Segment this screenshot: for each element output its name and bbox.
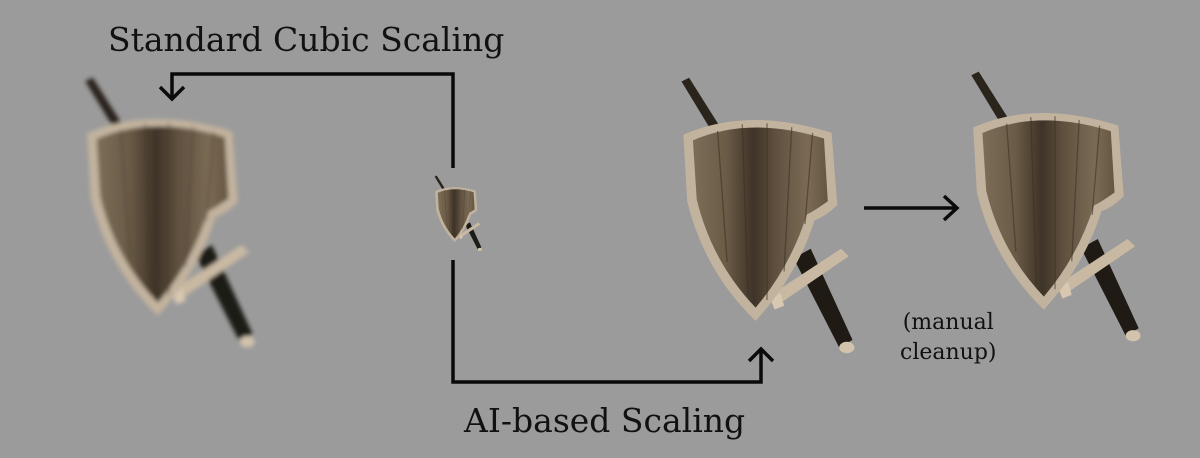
shield-sword-cubic-figure	[84, 76, 256, 348]
arrow-to-cubic	[158, 72, 455, 168]
manual-cleanup-line-1: (manual	[902, 310, 994, 335]
shield-sword-cleanup-figure	[970, 70, 1142, 342]
shield-sword-ai-figure	[680, 77, 856, 354]
arrow-to-cleanup	[864, 194, 960, 222]
manual-cleanup-line-2: cleanup)	[900, 340, 997, 365]
manual-cleanup-label: (manual cleanup)	[900, 308, 997, 368]
arrow-to-ai	[451, 260, 775, 384]
standard-cubic-scaling-label: Standard Cubic Scaling	[108, 20, 505, 59]
ai-based-scaling-label: AI-based Scaling	[464, 401, 746, 440]
shield-sword-original-figure	[434, 175, 483, 252]
